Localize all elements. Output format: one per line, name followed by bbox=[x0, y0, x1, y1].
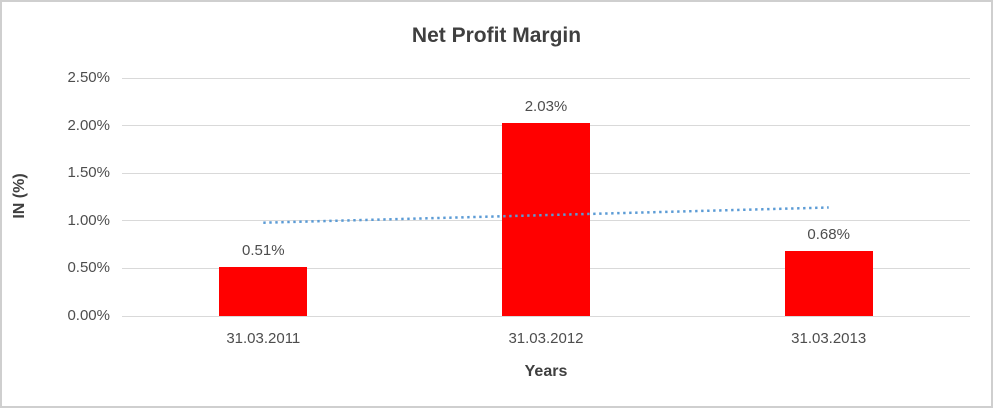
x-tick-label: 31.03.2012 bbox=[508, 330, 584, 347]
x-tick-label: 31.03.2013 bbox=[791, 330, 867, 347]
x-axis-title: Years bbox=[524, 363, 568, 380]
x-tick-label: 31.03.2011 bbox=[226, 330, 301, 347]
y-tick-label: 2.00% bbox=[67, 116, 110, 134]
y-tick-label: 0.00% bbox=[67, 307, 110, 324]
data-label: 0.51% bbox=[242, 242, 285, 260]
y-tick-label: 1.50% bbox=[67, 164, 110, 182]
gridline bbox=[122, 315, 970, 317]
bar-31.03.2013[interactable] bbox=[784, 251, 873, 316]
data-label: 0.68% bbox=[807, 226, 850, 244]
gridline bbox=[122, 77, 970, 79]
y-tick-label: 0.50% bbox=[67, 259, 110, 277]
bar-31.03.2012[interactable] bbox=[502, 122, 590, 316]
y-tick-label: 2.50% bbox=[67, 69, 110, 86]
data-label: 2.03% bbox=[524, 97, 568, 115]
y-axis-title: IN (%) bbox=[11, 173, 28, 219]
y-tick-label: 1.00% bbox=[67, 211, 110, 229]
bar-31.03.2011[interactable] bbox=[219, 267, 308, 316]
chart-title: Net Profit Margin bbox=[411, 24, 582, 47]
